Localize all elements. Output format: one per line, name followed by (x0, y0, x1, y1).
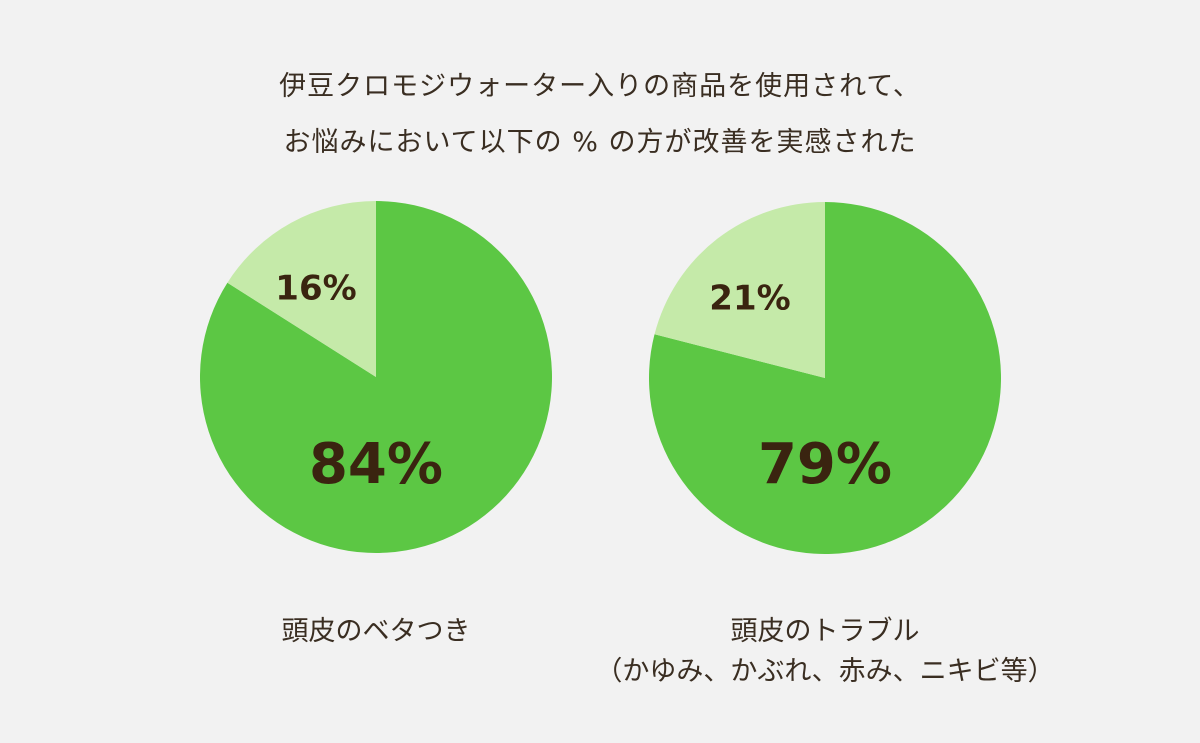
pie-2-caption-line-2: （かゆみ、かぶれ、赤み、ニキビ等） (595, 656, 1055, 687)
pie-1-slice-2-label: 16% (275, 269, 356, 309)
pie-2-caption-line-1: 頭皮のトラブル (730, 616, 920, 647)
pie-1-slice-1-label: 84% (309, 432, 443, 497)
pie-1-caption: 頭皮のベタつき (126, 612, 626, 652)
chart-title-line-2: お悩みにおいて以下の % の方が改善を実感された (283, 127, 917, 158)
pie-1-caption-line-1: 頭皮のベタつき (281, 616, 471, 647)
pie-2-slice-1-label: 79% (758, 432, 892, 497)
chart-title-line-1: 伊豆クロモジウォーター入りの商品を使用されて、 (279, 71, 921, 102)
pie-2-slice-1 (649, 202, 1002, 554)
pie-1-slice-1 (199, 201, 552, 553)
pie-2-caption: 頭皮のトラブル （かゆみ、かぶれ、赤み、ニキビ等） (575, 612, 1075, 692)
pie-2-slice-2-label: 21% (709, 279, 790, 319)
pie-1-slice-2 (227, 201, 376, 377)
pie-2-slice-2 (654, 202, 825, 378)
